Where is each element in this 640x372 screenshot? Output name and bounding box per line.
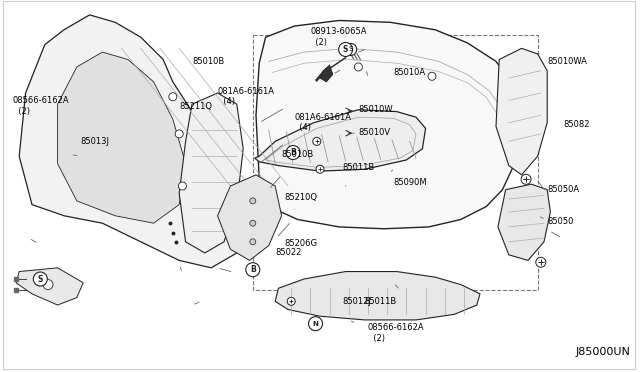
Text: 85010B: 85010B bbox=[192, 57, 224, 66]
Circle shape bbox=[313, 137, 321, 145]
Text: 85082: 85082 bbox=[563, 120, 589, 129]
Polygon shape bbox=[16, 268, 83, 305]
Text: 85013J: 85013J bbox=[80, 137, 109, 146]
Text: 85010WA: 85010WA bbox=[547, 57, 587, 66]
Circle shape bbox=[250, 198, 256, 204]
Text: 85090M: 85090M bbox=[394, 178, 428, 187]
Text: 85010W: 85010W bbox=[358, 105, 393, 114]
Text: B: B bbox=[291, 148, 296, 157]
Text: 85210Q: 85210Q bbox=[285, 193, 318, 202]
Text: 85010B: 85010B bbox=[282, 150, 314, 159]
Text: 85012J: 85012J bbox=[342, 297, 371, 306]
Polygon shape bbox=[256, 20, 522, 229]
Circle shape bbox=[175, 130, 183, 138]
Circle shape bbox=[316, 165, 324, 173]
Circle shape bbox=[308, 317, 323, 331]
Text: S: S bbox=[349, 46, 353, 52]
Text: 85022: 85022 bbox=[275, 248, 301, 257]
Text: 85211Q: 85211Q bbox=[179, 102, 212, 110]
Text: 08566-6162A
  (2): 08566-6162A (2) bbox=[13, 96, 69, 116]
Circle shape bbox=[246, 263, 260, 277]
Text: 85050A: 85050A bbox=[547, 185, 579, 194]
Circle shape bbox=[287, 297, 295, 305]
Text: 08566-6162A
  (2): 08566-6162A (2) bbox=[368, 323, 424, 343]
Polygon shape bbox=[58, 52, 186, 223]
Polygon shape bbox=[320, 65, 333, 82]
Circle shape bbox=[250, 239, 256, 245]
Text: J85000UN: J85000UN bbox=[575, 347, 630, 357]
Bar bbox=[253, 35, 538, 290]
Circle shape bbox=[536, 257, 546, 267]
Text: 85011B: 85011B bbox=[365, 297, 397, 306]
Circle shape bbox=[250, 220, 256, 226]
Text: N: N bbox=[312, 321, 319, 327]
Polygon shape bbox=[498, 184, 550, 260]
Circle shape bbox=[43, 280, 53, 289]
Circle shape bbox=[169, 93, 177, 101]
Text: B: B bbox=[250, 265, 255, 274]
Text: 85010V: 85010V bbox=[358, 128, 390, 137]
Circle shape bbox=[286, 145, 300, 160]
Text: 85010A: 85010A bbox=[394, 68, 426, 77]
Text: 081A6-6161A
  (4): 081A6-6161A (4) bbox=[294, 113, 351, 132]
Text: 85011B: 85011B bbox=[342, 163, 374, 172]
Text: 081A6-6161A
  (4): 081A6-6161A (4) bbox=[218, 87, 275, 106]
Circle shape bbox=[355, 63, 362, 71]
Text: 85050: 85050 bbox=[547, 217, 573, 226]
Polygon shape bbox=[255, 110, 426, 171]
Text: 85206G: 85206G bbox=[285, 239, 318, 248]
Circle shape bbox=[33, 272, 47, 286]
Circle shape bbox=[339, 42, 353, 57]
Text: 08913-6065A
  (2): 08913-6065A (2) bbox=[310, 28, 367, 47]
Circle shape bbox=[179, 182, 186, 190]
Polygon shape bbox=[179, 93, 243, 253]
Polygon shape bbox=[19, 15, 243, 268]
Text: S: S bbox=[38, 275, 43, 283]
Circle shape bbox=[521, 174, 531, 184]
Circle shape bbox=[345, 44, 356, 55]
Text: S: S bbox=[343, 45, 348, 54]
Polygon shape bbox=[496, 48, 547, 175]
Polygon shape bbox=[218, 175, 282, 260]
Circle shape bbox=[428, 72, 436, 80]
Polygon shape bbox=[275, 272, 480, 320]
